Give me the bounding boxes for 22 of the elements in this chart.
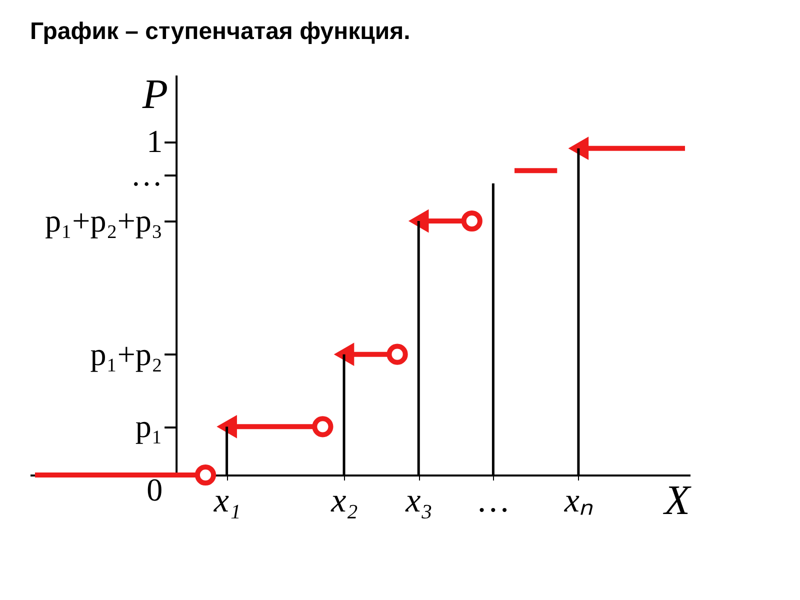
y-tick-label: … [130,156,163,192]
y-tick-label: p₁ [135,408,163,444]
y-tick-label: p₁+p₂+p₃ [45,202,163,238]
y-tick-label: 0 [146,472,163,508]
chart-title: График – ступенчатая функция. [30,18,410,45]
y-axis-title: P [141,72,168,118]
x-tick-label: xₙ [563,482,594,520]
point [334,342,354,366]
x-tick-label: x₁ [212,482,241,520]
point [461,210,482,232]
point [194,464,216,486]
point [312,416,334,438]
y-tick-label: p₁+p₂ [90,336,163,372]
x-tick-label: x₂ [330,482,358,520]
x-tick-label: … [478,482,509,520]
point [386,344,408,365]
point [568,136,589,160]
x-axis-title: X [662,478,692,524]
point [216,414,237,438]
y-tick-label: 1 [146,123,163,160]
x-tick-label: x₃ [404,482,433,520]
point [408,209,429,233]
